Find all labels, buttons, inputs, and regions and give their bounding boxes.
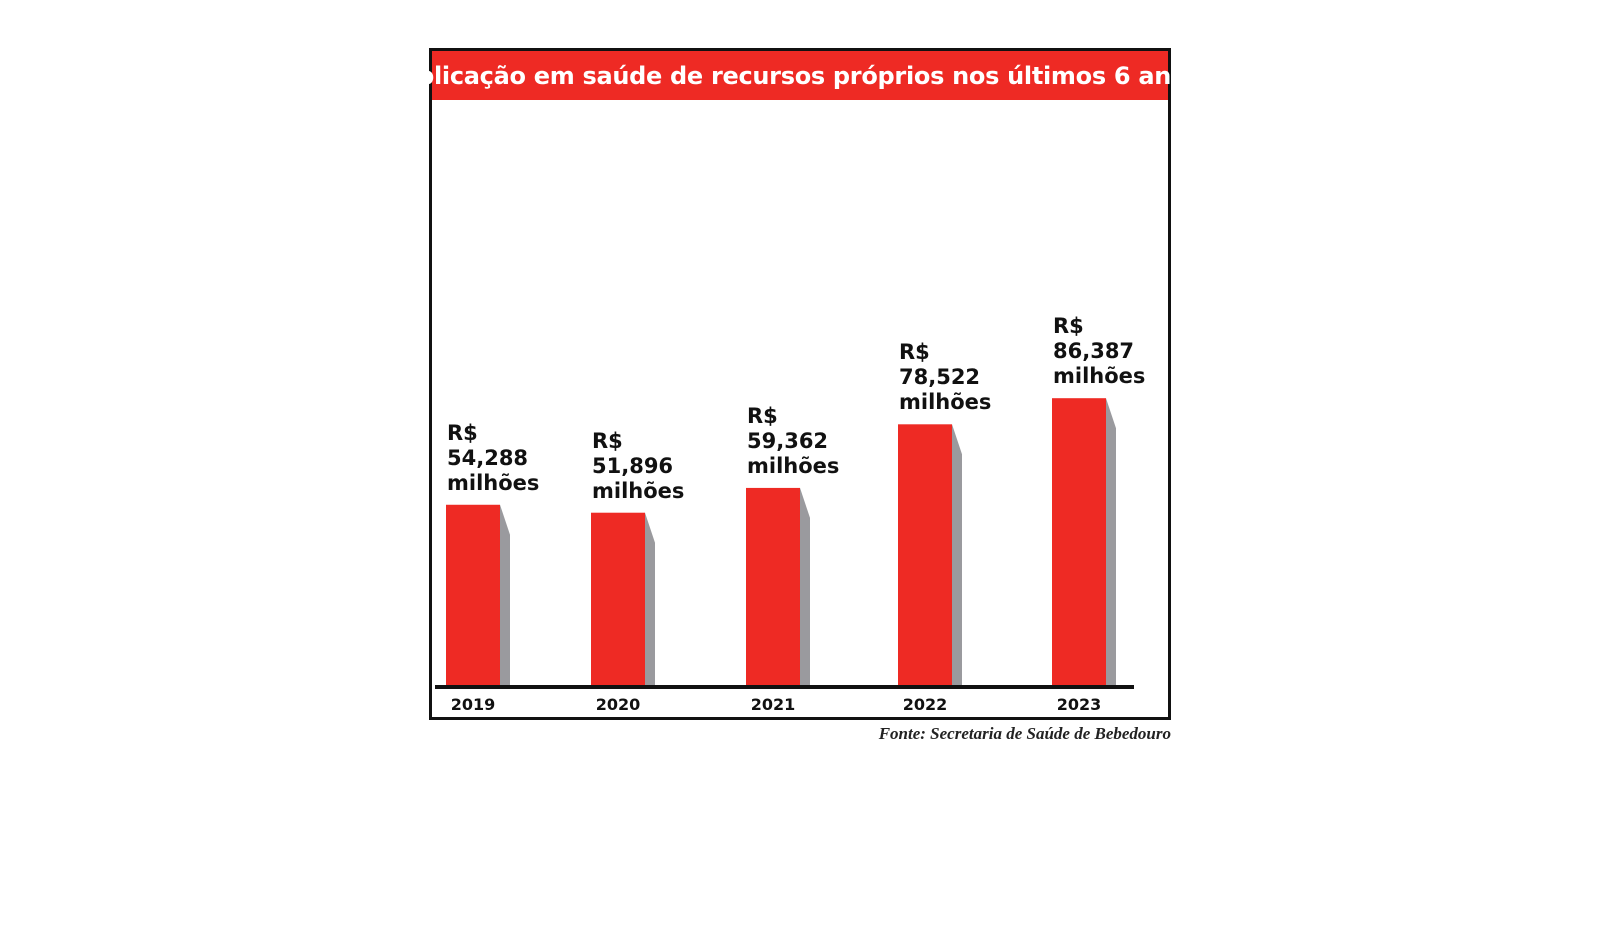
data-label-line: milhões [447, 470, 540, 495]
data-label-line: R$ [1053, 314, 1084, 339]
x-tick-label-2023: 2023 [1056, 695, 1102, 714]
bar-2021 [746, 487, 800, 685]
plot-area [435, 398, 1134, 689]
x-tick-label-2019: 2019 [450, 695, 496, 714]
source-note: Fonte: Secretaria de Saúde de Bebedouro [878, 724, 1171, 743]
bar-shadow [952, 424, 962, 685]
bar-shadow [645, 512, 655, 685]
data-label-line: R$ [899, 340, 930, 365]
data-label-line: milhões [899, 390, 992, 415]
data-label-2022: R$ 78,522 milhões [899, 340, 991, 415]
data-label-line: milhões [747, 453, 840, 478]
data-label-line: 78,522 [899, 365, 981, 390]
data-label-line: R$ [592, 428, 623, 453]
bar-2020 [591, 512, 645, 685]
x-tick-label-2022: 2022 [902, 695, 948, 714]
data-label-line: 54,288 [447, 445, 529, 470]
data-label-2020: R$ 51,896 milhões [592, 429, 684, 504]
data-label-line: milhões [1053, 364, 1146, 389]
data-label-2023: R$ 86,387 milhões [1053, 314, 1145, 389]
data-label-line: R$ [447, 420, 478, 445]
chart-title: Aplicação em saúde de recursos próprios … [399, 51, 1201, 100]
data-label-line: milhões [592, 478, 685, 503]
data-label-line: 86,387 [1053, 339, 1135, 364]
bar-shadow [500, 504, 510, 685]
data-label-line: R$ [747, 403, 778, 428]
x-tick-label-2021: 2021 [750, 695, 796, 714]
data-label-2019: R$ 54,288 milhões [447, 421, 539, 496]
bar-shadow [800, 487, 810, 685]
data-label-2021: R$ 59,362 milhões [747, 404, 839, 479]
bar-shadow [1106, 398, 1116, 685]
bar-2023 [1052, 398, 1106, 685]
chart-frame: Aplicação em saúde de recursos próprios … [399, 48, 1201, 720]
data-label-line: 51,896 [592, 453, 674, 478]
bar-2019 [446, 504, 500, 685]
x-tick-label-2020: 2020 [595, 695, 641, 714]
data-label-line: 59,362 [747, 428, 829, 453]
bar-2022 [898, 424, 952, 685]
